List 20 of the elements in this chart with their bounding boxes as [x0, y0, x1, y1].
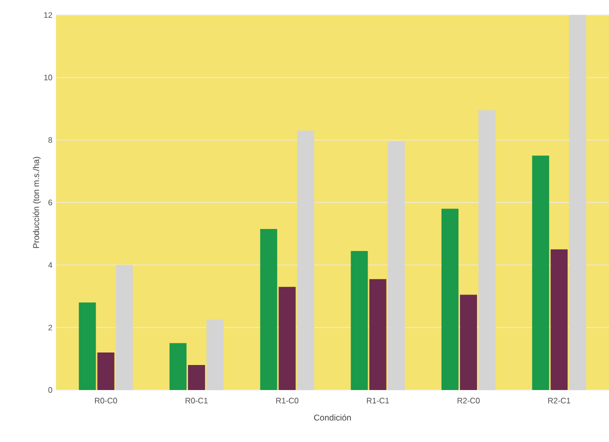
bar [369, 279, 386, 390]
bar [532, 156, 550, 390]
bar [388, 142, 405, 390]
bar [569, 14, 586, 390]
bar [350, 250, 368, 390]
bar [441, 208, 458, 390]
bar [188, 365, 206, 390]
bar [97, 352, 114, 390]
x-axis-title: Condición [314, 414, 351, 421]
bar [297, 130, 314, 390]
bar [206, 320, 224, 390]
bar [260, 229, 278, 390]
bar [78, 302, 96, 390]
y-axis-title: Producción (ton m.s./ha) [32, 156, 41, 248]
bar [170, 343, 187, 390]
bar [550, 249, 568, 390]
bar [460, 294, 477, 390]
bar [116, 265, 133, 390]
bar [278, 286, 296, 390]
bar [478, 110, 496, 390]
